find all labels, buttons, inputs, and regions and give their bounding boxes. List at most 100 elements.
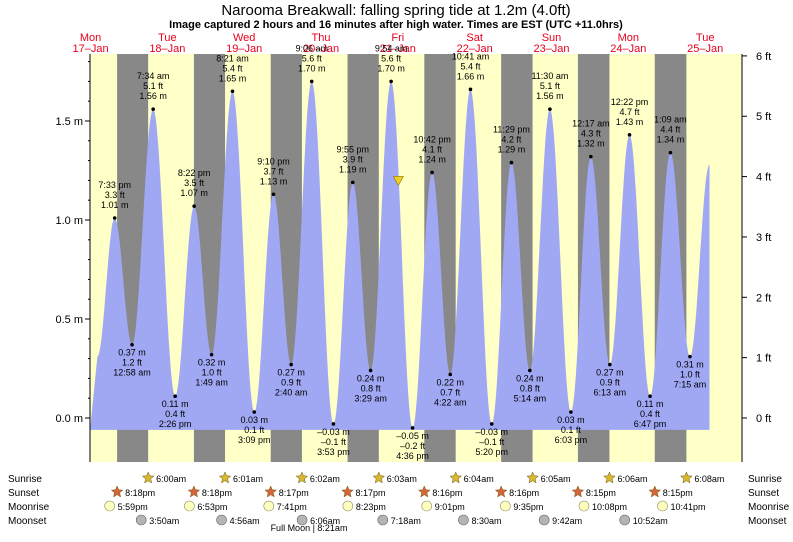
moonrise-time: 10:08pm — [592, 502, 627, 512]
moonset-icon — [538, 514, 550, 526]
day-name: Mon — [618, 32, 639, 44]
moonrise-time: 8:23pm — [356, 502, 386, 512]
axes: 0.0 m 0.5 m 1.0 m 1.5 m 0 ft 1 ft 2 ft 3 ft 4 ft… — [55, 51, 771, 462]
low-tide-dot — [528, 368, 532, 373]
low-tide-time: 2:26 pm — [159, 419, 192, 429]
sunrise-icon — [141, 471, 155, 484]
high-tide-ft: 3.9 ft — [343, 154, 364, 164]
moonrise-icon — [500, 500, 511, 512]
sunset-icon — [494, 485, 508, 498]
day-date: 19–Jan — [226, 43, 262, 55]
low-tide-time: 3:53 pm — [317, 447, 350, 457]
high-tide-dot — [112, 216, 117, 220]
sunset-time: 8:15pm — [586, 488, 616, 498]
low-tide-ft: 1.0 ft — [202, 368, 223, 378]
low-tide-time: 3:09 pm — [238, 435, 271, 445]
high-tide-ft: 4.7 ft — [620, 107, 641, 117]
sunset-time: 8:15pm — [663, 488, 693, 498]
right-tick-label: 5 ft — [756, 111, 771, 123]
high-tide-time: 12:22 pm — [611, 97, 649, 107]
sunrise-time: 6:00am — [156, 474, 186, 484]
moonset-icon — [296, 514, 308, 526]
sunset-icon — [648, 485, 662, 498]
high-tide-ft: 4.3 ft — [581, 129, 602, 139]
sunset-time: 8:17pm — [279, 488, 309, 498]
low-tide-time: 12:58 am — [113, 368, 151, 378]
moonset-time: 6:06am — [310, 516, 340, 526]
moonrise-icon — [578, 500, 590, 512]
high-tide-time: 11:30 am — [531, 71, 568, 81]
low-tide-ft: 0.1 ft — [244, 425, 265, 435]
high-tide-ft: 4.4 ft — [660, 125, 681, 135]
sunset-time: 8:18pm — [202, 488, 232, 498]
sunrise-time: 6:01am — [233, 474, 263, 484]
high-tide-time: 7:34 am — [137, 71, 170, 81]
sunset-icon — [264, 485, 278, 498]
high-tide-ft: 5.6 ft — [302, 53, 323, 63]
high-tide-m: 1.29 m — [498, 145, 526, 155]
low-tide-ft: 0.9 ft — [281, 378, 302, 388]
low-tide-dot — [252, 410, 257, 414]
high-tide-time: 8:21 am — [216, 53, 249, 63]
left-tick-label: 1.0 m — [55, 215, 83, 227]
high-tide-ft: 3.7 ft — [264, 166, 285, 176]
low-tide-ft: 0.8 ft — [520, 383, 541, 393]
moonrise-icon — [421, 500, 433, 512]
low-tide-time: 5:20 pm — [475, 447, 508, 457]
moonrise-time: 9:01pm — [435, 502, 465, 512]
low-tide-m: 0.03 m — [557, 415, 585, 425]
sunrise-icon — [449, 471, 463, 484]
low-tide-m: 0.27 m — [596, 368, 624, 378]
sunrise-time: 6:02am — [310, 474, 340, 484]
sunrise-icon — [603, 471, 616, 484]
sunset-time: 8:18pm — [125, 488, 155, 498]
low-tide-m: 0.31 m — [676, 360, 704, 370]
left-tick-label: 0.0 m — [55, 413, 83, 425]
day-date: 20–Jan — [303, 43, 339, 55]
sunset-time: 8:16pm — [509, 488, 539, 498]
right-tick-label: 0 ft — [756, 413, 771, 425]
moonrise-row-label-left: Moonrise — [8, 502, 50, 513]
high-tide-dot — [389, 79, 393, 84]
high-tide-ft: 3.3 ft — [105, 190, 126, 200]
left-tick-label: 0.5 m — [55, 314, 83, 326]
moonset-time: 8:30am — [471, 516, 501, 526]
high-tide-time: 1:09 am — [654, 115, 687, 125]
high-tide-time: 10:42 pm — [413, 134, 451, 144]
day-name: Wed — [233, 32, 255, 44]
low-tide-m: 0.32 m — [198, 358, 226, 368]
high-tide-time: 9:06 am — [295, 43, 328, 53]
chart-title: Narooma Breakwall: falling spring tide a… — [221, 2, 570, 19]
low-tide-dot — [448, 372, 453, 377]
current-level-marker — [392, 176, 404, 187]
high-tide-ft: 5.4 ft — [222, 63, 243, 73]
left-tick-label: 1.5 m — [55, 116, 83, 128]
low-tide-time: 3:29 am — [354, 393, 387, 403]
high-tide-time: 7:33 pm — [98, 180, 131, 190]
moonset-time: 7:18am — [391, 516, 421, 526]
low-tide-dot — [608, 362, 612, 367]
high-tide-time: 12:17 am — [572, 119, 610, 129]
right-tick-label: 1 ft — [756, 353, 771, 365]
sunrise-icon — [295, 471, 309, 484]
high-tide-dot — [151, 107, 155, 111]
high-tide-dot — [192, 204, 196, 208]
low-tide-dot — [173, 394, 177, 399]
high-tide-time: 11:29 pm — [493, 125, 530, 135]
sunrise-icon — [680, 471, 693, 484]
moonrise-time: 6:53pm — [197, 502, 227, 512]
high-tide-ft: 4.2 ft — [501, 135, 522, 145]
high-tide-m: 1.43 m — [616, 117, 644, 127]
moonset-time: 9:42am — [552, 516, 582, 526]
high-tide-dot — [668, 150, 673, 155]
high-tide-dot — [589, 154, 593, 159]
low-tide-dot — [209, 352, 214, 357]
day-name: Sun — [542, 32, 562, 44]
low-tide-time: 6:47 pm — [634, 419, 667, 429]
low-tide-ft: 1.0 ft — [680, 370, 701, 380]
day-date: 17–Jan — [72, 43, 108, 55]
low-tide-m: 0.22 m — [436, 377, 464, 387]
moonrise-icon — [184, 500, 195, 512]
